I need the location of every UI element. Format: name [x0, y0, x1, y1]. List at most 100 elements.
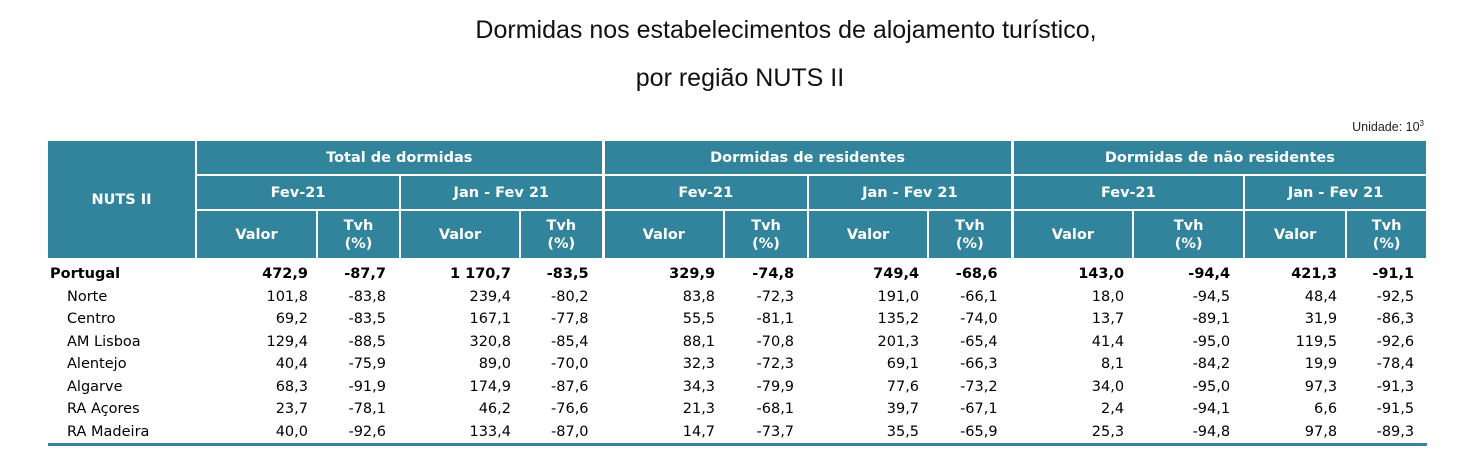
header-valor: Valor [601, 209, 726, 260]
header-period: Fev-21 [195, 174, 401, 211]
row-label: RA Madeira [48, 420, 196, 446]
row-label: Norte [67, 288, 108, 305]
cell-valor: 174,9 [399, 375, 520, 398]
cell-tvh: -83,5 [316, 308, 400, 331]
cell-tvh: -94,8 [1132, 420, 1245, 446]
cell-valor: 143,0 [1010, 258, 1134, 286]
cell-tvh: -73,2 [927, 375, 1013, 398]
cell-tvh: -68,6 [927, 258, 1013, 286]
cell-valor: 48,4 [1243, 285, 1347, 308]
cell-tvh: -73,7 [723, 420, 809, 446]
cell-tvh: -94,1 [1132, 398, 1245, 421]
cell-tvh: -92,6 [316, 420, 400, 446]
table-row: RA Açores 23,7 -78,1 46,2 -76,6 21,3 -68,1 39,7… [48, 398, 1428, 421]
cell-valor: 69,2 [195, 308, 317, 331]
cell-tvh: -91,3 [1345, 375, 1428, 398]
cell-valor: 31,9 [1243, 308, 1347, 331]
cell-tvh: -87,0 [518, 420, 604, 446]
data-table: NUTS II Total de dormidas Dormidas de re… [48, 139, 1429, 446]
cell-tvh: -70,8 [723, 330, 809, 353]
row-label: Alentejo [67, 356, 127, 373]
cell-tvh: -77,8 [518, 308, 604, 331]
cell-tvh: -78,1 [316, 398, 400, 421]
header-group-nao-residentes: Dormidas de não residentes [1010, 139, 1429, 176]
table-row: AM Lisboa 129,4 -88,5 320,8 -85,4 88,1 -70,8 20… [48, 330, 1428, 353]
header-tvh: Tvh (%) [518, 209, 605, 260]
cell-valor: 1 170,7 [399, 258, 520, 286]
header-tvh-label: Tvh [954, 217, 985, 234]
cell-tvh: -91,5 [1345, 398, 1428, 421]
cell-tvh: -84,2 [1132, 353, 1245, 376]
cell-tvh: -79,9 [723, 375, 809, 398]
table-row: Alentejo 40,4 -75,9 89,0 -70,0 32,3 -72,3 69,1-… [48, 353, 1428, 376]
cell-valor: 40,4 [195, 353, 317, 376]
cell-valor: 97,3 [1243, 375, 1347, 398]
cell-tvh: -65,4 [927, 330, 1013, 353]
cell-tvh: -74,8 [723, 258, 809, 286]
title-line-2: por região NUTS II [635, 64, 845, 92]
header-tvh-label: Tvh [546, 217, 577, 234]
header-group-total: Total de dormidas [194, 139, 605, 176]
cell-tvh: -92,5 [1345, 285, 1428, 308]
cell-valor: 749,4 [807, 258, 929, 286]
row-label: Algarve [67, 378, 123, 395]
cell-valor: 101,8 [195, 285, 317, 308]
cell-tvh: -72,3 [723, 353, 809, 376]
cell-valor: 13,7 [1010, 308, 1134, 331]
cell-tvh: -67,1 [927, 398, 1013, 421]
cell-tvh: -86,3 [1345, 308, 1428, 331]
header-tvh-label: Tvh [751, 217, 781, 234]
table-row: Algarve 68,3 -91,9 174,9 -87,6 34,3 -79,9 77,6-… [48, 375, 1428, 398]
cell-valor: 97,8 [1243, 420, 1347, 446]
cell-valor: 46,2 [399, 398, 520, 421]
table-row: Norte 101,8 -83,8 239,4 -80,2 83,8 -72,3 191,0-… [48, 285, 1428, 308]
cell-valor: 19,9 [1243, 353, 1347, 376]
header-tvh-unit: (%) [344, 235, 373, 252]
row-label: Portugal [48, 258, 196, 286]
cell-valor: 167,1 [399, 308, 520, 331]
cell-tvh: -83,5 [518, 258, 604, 286]
header-period: Fev-21 [601, 174, 810, 211]
cell-valor: 6,6 [1243, 398, 1347, 421]
cell-tvh: -89,1 [1132, 308, 1245, 331]
header-tvh-unit: (%) [1372, 235, 1401, 252]
unit-label: Unidade: 103 [1352, 119, 1424, 134]
cell-tvh: -74,0 [927, 308, 1013, 331]
cell-tvh: -76,6 [518, 398, 604, 421]
cell-valor: 34,3 [601, 375, 725, 398]
cell-tvh: -65,9 [927, 420, 1013, 446]
cell-valor: 69,1 [807, 353, 929, 376]
header-period: Jan - Fev 21 [1243, 174, 1429, 211]
cell-tvh: -91,1 [1345, 258, 1428, 286]
cell-valor: 119,5 [1243, 330, 1347, 353]
cell-valor: 55,5 [601, 308, 725, 331]
header-group-residentes: Dormidas de residentes [601, 139, 1014, 176]
cell-valor: 25,3 [1010, 420, 1134, 446]
table-row: Portugal 472,9 -87,7 1 170,7 -83,5 329,9 -74,8… [48, 258, 1428, 286]
cell-valor: 320,8 [399, 330, 520, 353]
cell-valor: 135,2 [807, 308, 929, 331]
title-line-1: Dormidas nos estabelecimentos de alojame… [475, 16, 1097, 44]
unit-exponent: 3 [1419, 119, 1424, 128]
cell-valor: 472,9 [195, 258, 317, 286]
table-row: RA Madeira 40,0 -92,6 133,4 -87,0 14,7 -73,7 35… [48, 420, 1428, 446]
cell-tvh: -66,1 [927, 285, 1013, 308]
header-tvh-label: Tvh [343, 217, 374, 234]
cell-valor: 201,3 [807, 330, 929, 353]
header-valor: Valor [399, 209, 521, 260]
cell-valor: 39,7 [807, 398, 929, 421]
cell-tvh: -85,4 [518, 330, 604, 353]
header-tvh-unit: (%) [752, 235, 780, 252]
header-tvh: Tvh (%) [1132, 209, 1246, 260]
cell-tvh: -95,0 [1132, 330, 1245, 353]
cell-tvh: -80,2 [518, 285, 604, 308]
cell-valor: 21,3 [601, 398, 725, 421]
row-label: AM Lisboa [67, 333, 141, 350]
header-tvh: Tvh (%) [927, 209, 1014, 260]
header-tvh: Tvh (%) [723, 209, 810, 260]
header-period: Jan - Fev 21 [398, 174, 605, 211]
cell-valor: 89,0 [399, 353, 520, 376]
header-tvh-unit: (%) [547, 235, 576, 252]
header-tvh-unit: (%) [955, 235, 984, 252]
cell-tvh: -83,8 [316, 285, 400, 308]
